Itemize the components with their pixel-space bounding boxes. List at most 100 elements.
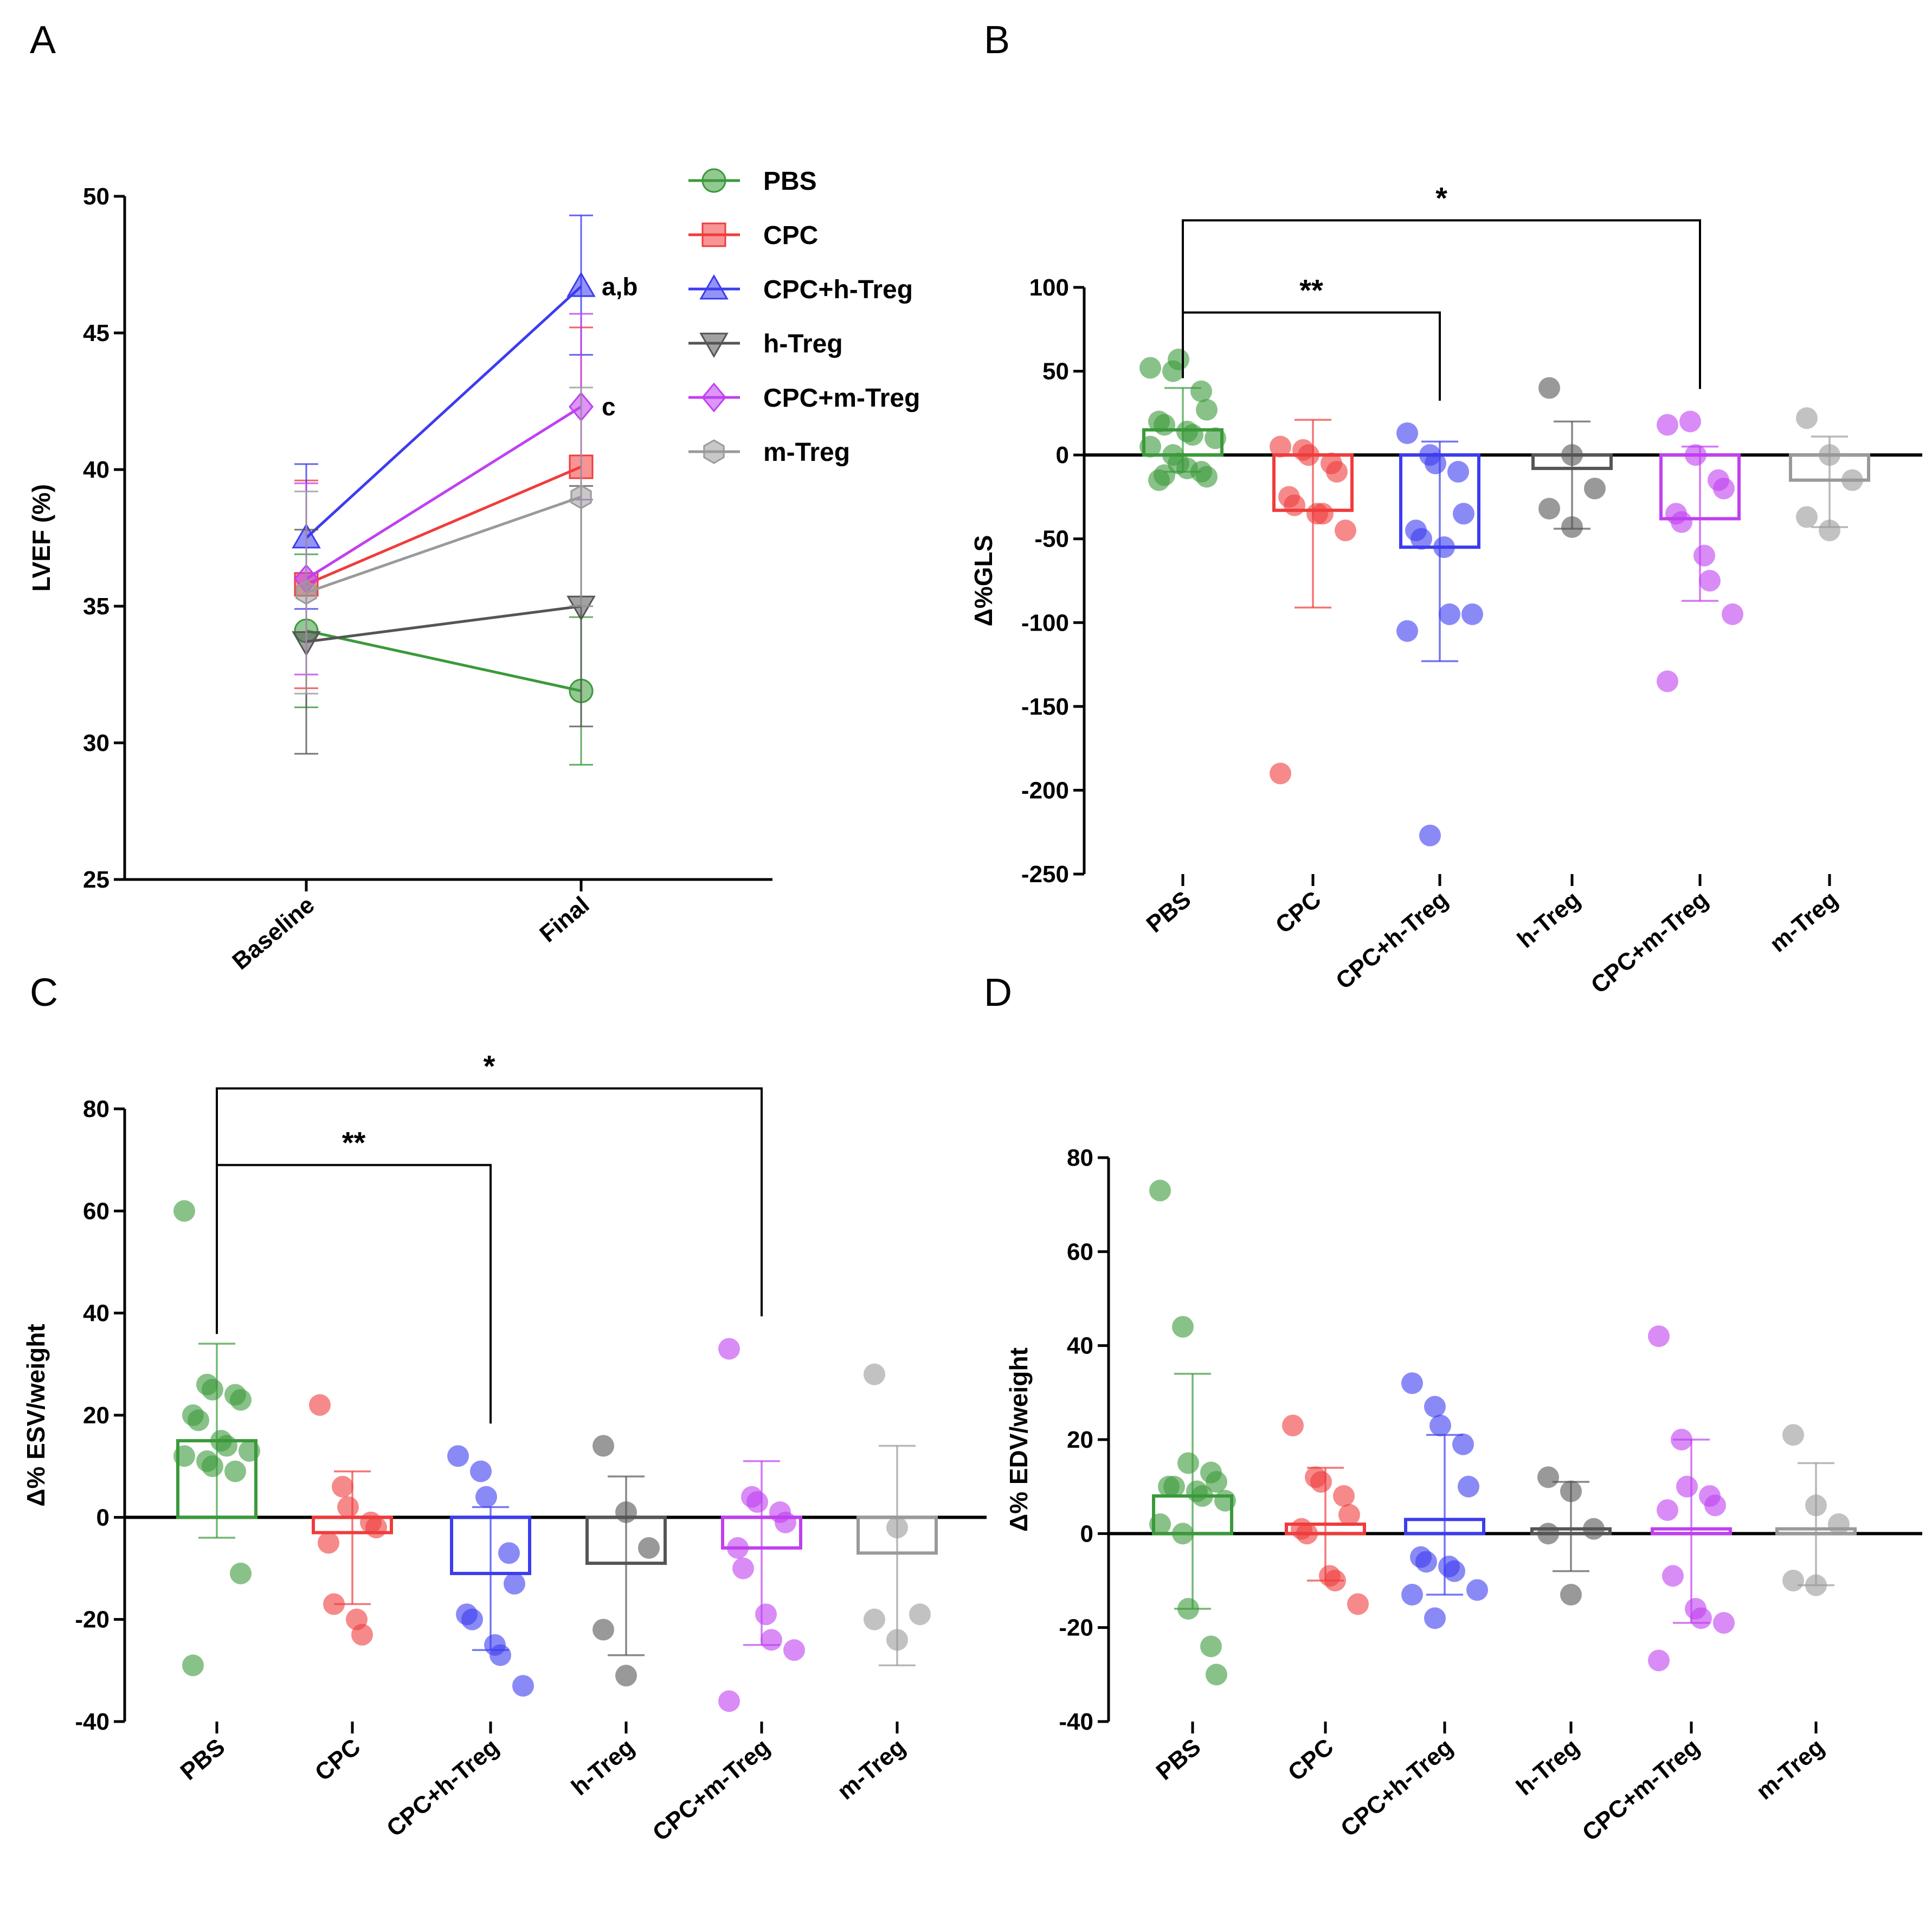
series-line: [306, 629, 582, 692]
x-tick-label: Baseline: [227, 891, 319, 975]
data-point: [318, 1532, 339, 1554]
data-point: [1453, 503, 1474, 525]
data-point: [1190, 380, 1212, 402]
data-point: [1583, 1518, 1605, 1540]
data-point: [1298, 444, 1319, 466]
x-tick-label: CPC: [1283, 1733, 1339, 1786]
data-point: [570, 484, 592, 510]
data-point: [230, 1389, 252, 1411]
group-cpc-plus-h-treg: [1401, 1372, 1488, 1629]
data-point: [909, 1603, 931, 1626]
annotation-label: c: [602, 393, 616, 421]
group-cpc: [1282, 1415, 1369, 1615]
group-cpc: [1270, 419, 1356, 785]
group-m-treg: [1775, 1424, 1857, 1596]
bracket-line: [1182, 311, 1441, 401]
data-point: [1206, 1471, 1227, 1493]
data-point: [1452, 1433, 1474, 1455]
legend-item-cpc-plus-h-treg: CPC+h-Treg: [688, 274, 913, 304]
x-tick-label: PBS: [176, 1733, 230, 1786]
data-point: [1693, 544, 1715, 567]
data-point: [323, 1593, 345, 1615]
data-point: [1657, 1499, 1678, 1521]
data-point: [1648, 1649, 1670, 1672]
y-tick-label: 40: [83, 1300, 110, 1327]
data-point: [1429, 1415, 1451, 1436]
data-point: [1172, 1523, 1194, 1545]
data-point: [1335, 519, 1356, 542]
data-point: [1828, 1513, 1850, 1535]
data-point: [470, 1460, 492, 1482]
data-point: [1819, 519, 1840, 542]
legend-item-pbs: PBS: [688, 167, 817, 196]
y-tick-label: -40: [1059, 1709, 1093, 1735]
data-point: [615, 1665, 637, 1687]
data-point: [1841, 469, 1863, 491]
data-point: [1671, 511, 1692, 533]
y-tick-label: 40: [1067, 1333, 1093, 1359]
data-point: [202, 1455, 223, 1478]
series-line: [306, 465, 582, 586]
data-point: [593, 1435, 614, 1457]
data-point: [1679, 410, 1701, 433]
data-point: [1200, 1635, 1222, 1658]
data-point: [1177, 1452, 1199, 1474]
group-pbs: [1149, 1179, 1236, 1686]
data-point: [490, 1644, 511, 1666]
data-point: [1270, 762, 1291, 785]
x-tick-label: m-Treg: [833, 1733, 911, 1805]
legend-label: PBS: [763, 167, 817, 196]
panel-label: B: [984, 18, 1010, 62]
x-tick-label: Final: [534, 891, 594, 948]
group-h-treg: [585, 1435, 667, 1687]
series-line: [305, 405, 582, 580]
data-point: [1401, 1584, 1423, 1606]
y-tick-label: 20: [83, 1402, 110, 1429]
data-point: [1282, 1415, 1304, 1436]
data-point: [447, 1445, 469, 1467]
data-point: [1168, 348, 1189, 370]
y-tick-label: 80: [83, 1096, 110, 1122]
series-line: [305, 285, 582, 539]
data-point: [1324, 1570, 1346, 1591]
data-point: [1657, 414, 1678, 436]
data-point: [1560, 1480, 1582, 1502]
data-point: [1782, 1424, 1804, 1446]
data-point: [886, 1629, 908, 1651]
y-axis-label: Δ%GLS: [969, 535, 997, 627]
data-point: [732, 1557, 754, 1579]
x-tick-label: CPC+h-Treg: [382, 1733, 504, 1842]
data-point: [864, 1608, 885, 1630]
data-point: [1805, 1494, 1827, 1517]
legend-label: CPC+h-Treg: [763, 275, 913, 304]
data-point: [1537, 1523, 1559, 1545]
data-point: [761, 1629, 782, 1651]
data-point: [1584, 477, 1606, 499]
y-tick-label: -150: [1021, 693, 1069, 720]
significance-bracket: *: [1182, 181, 1701, 389]
x-tick-label: PBS: [1151, 1733, 1206, 1786]
data-point: [1538, 498, 1560, 520]
data-point: [498, 1542, 520, 1564]
y-tick-label: 0: [1056, 442, 1069, 468]
data-point: [1154, 414, 1175, 436]
x-tick-label: PBS: [1142, 886, 1196, 938]
panel-label: C: [30, 971, 58, 1014]
data-point: [182, 1654, 204, 1677]
data-point: [1796, 506, 1818, 528]
x-tick-label: CPC: [310, 1733, 366, 1786]
data-point: [1685, 444, 1706, 466]
data-point: [1177, 1598, 1199, 1620]
data-point: [1149, 1513, 1171, 1535]
data-point: [512, 1675, 534, 1697]
data-point: [783, 1639, 805, 1661]
panel-label: D: [984, 971, 1012, 1014]
y-tick-label: 30: [83, 730, 110, 756]
data-point: [1461, 603, 1483, 625]
data-point: [1671, 1429, 1692, 1450]
y-tick-label: 40: [83, 457, 110, 483]
data-point: [1433, 536, 1455, 558]
legend-marker: [701, 222, 726, 247]
data-point: [1154, 464, 1175, 486]
y-tick-label: 100: [1029, 274, 1069, 301]
